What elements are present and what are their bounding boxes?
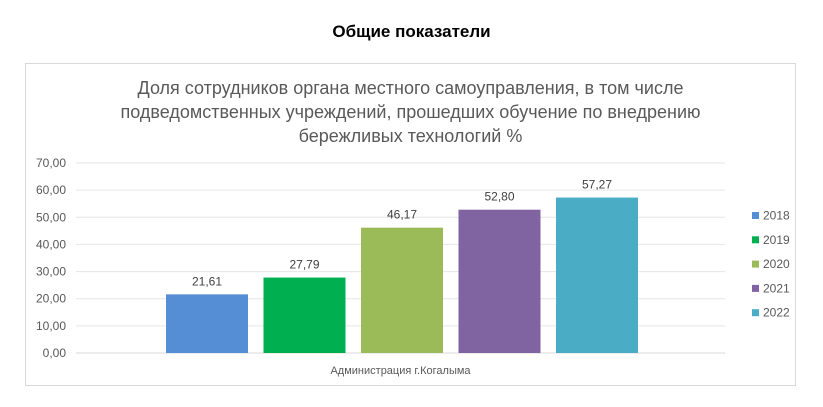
chart-title-line: бережливых технологий % [298,126,523,146]
legend-swatch [752,212,759,219]
legend-swatch [752,284,759,292]
chart-title: Доля сотрудников органа местного самоупр… [25,76,796,148]
chart-title-line: Доля сотрудников органа местного самоупр… [137,78,684,98]
legend-swatch [752,260,759,268]
y-tick-label: 10,00 [36,319,66,333]
y-tick-label: 60,00 [36,183,66,197]
legend-entry-2021: 2021 [763,281,790,295]
legend-entry-2018: 2018 [763,209,790,223]
y-tick-label: 20,00 [36,292,66,306]
bar-2019 [263,277,346,353]
data-label: 52,80 [484,190,514,204]
y-tick-label: 40,00 [36,237,66,251]
y-tick-label: 0,00 [43,346,67,360]
legend-swatch [752,309,759,317]
legend-entry-2019: 2019 [763,233,790,247]
bar-2018 [166,294,248,353]
y-tick-label: 50,00 [36,210,66,224]
x-category-label: Администрация г.Когалыма [330,365,471,377]
legend-entry-2022: 2022 [763,306,790,320]
bar-2022 [556,197,638,353]
legend-swatch [752,236,759,244]
data-label: 27,79 [289,258,319,272]
legend-entry-2020: 2020 [763,257,790,271]
data-label: 21,61 [192,274,222,288]
bar-2020 [361,227,443,353]
bar-2021 [458,209,541,353]
y-tick-label: 30,00 [36,265,66,279]
data-label: 57,27 [582,178,612,192]
chart-title-line: подведомственных учреждений, прошедших о… [120,102,701,122]
page-title: Общие показатели [332,22,491,41]
chart-frame [25,63,796,386]
y-tick-label: 70,00 [36,156,66,170]
data-label: 46,17 [387,208,417,222]
